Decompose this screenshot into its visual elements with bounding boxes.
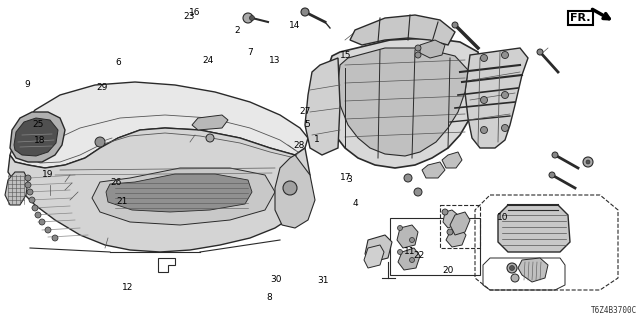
Text: 30: 30 [271,275,282,284]
Text: 5: 5 [305,120,310,129]
Circle shape [397,226,403,230]
Text: 20: 20 [442,266,454,275]
Polygon shape [305,58,340,155]
Text: FR.: FR. [570,13,591,23]
Circle shape [27,189,33,195]
Text: 11: 11 [404,247,415,256]
Circle shape [25,175,31,181]
Circle shape [511,274,519,282]
Text: 25: 25 [33,120,44,129]
Circle shape [502,52,509,59]
Circle shape [301,8,309,16]
Text: 10: 10 [497,213,508,222]
Text: T6Z4B3700C: T6Z4B3700C [591,306,637,315]
Circle shape [552,152,558,158]
Circle shape [35,212,41,218]
Text: 6: 6 [116,58,121,67]
Circle shape [397,250,403,254]
Polygon shape [325,38,482,168]
Circle shape [415,45,421,51]
Text: 28: 28 [293,141,305,150]
Circle shape [39,219,45,225]
Polygon shape [338,48,468,156]
Circle shape [481,97,488,103]
Text: 19: 19 [42,170,54,179]
Circle shape [442,209,448,215]
Text: 7: 7 [247,48,252,57]
Polygon shape [446,228,466,247]
Text: 15: 15 [340,52,351,60]
Circle shape [283,181,297,195]
Circle shape [206,134,214,142]
Circle shape [502,124,509,132]
Text: 29: 29 [97,84,108,92]
Polygon shape [498,205,570,252]
Circle shape [447,229,453,235]
Polygon shape [275,155,315,228]
Polygon shape [442,152,462,168]
Text: 17: 17 [340,173,351,182]
Circle shape [250,15,255,20]
Polygon shape [92,168,275,225]
Text: 14: 14 [289,21,300,30]
Circle shape [52,235,58,241]
Circle shape [509,266,515,270]
Polygon shape [8,128,310,252]
Circle shape [410,258,415,262]
Polygon shape [422,162,445,178]
Text: 16: 16 [189,8,201,17]
Circle shape [481,126,488,133]
Circle shape [414,188,422,196]
Circle shape [415,52,421,58]
Polygon shape [192,115,228,130]
Circle shape [537,49,543,55]
Polygon shape [450,212,470,235]
Circle shape [410,237,415,243]
Text: 8: 8 [266,293,271,302]
Text: 23: 23 [183,12,195,21]
Text: 4: 4 [353,199,358,208]
Polygon shape [364,245,384,268]
Text: 1: 1 [314,135,319,144]
Polygon shape [465,48,528,148]
Circle shape [95,137,105,147]
Circle shape [243,13,253,23]
Text: 22: 22 [413,252,425,260]
Text: 13: 13 [269,56,281,65]
Polygon shape [397,225,418,248]
Text: 21: 21 [116,197,127,206]
Polygon shape [10,112,65,162]
Circle shape [586,160,590,164]
Polygon shape [420,40,445,58]
Circle shape [452,22,458,28]
Polygon shape [398,248,420,270]
Circle shape [29,197,35,203]
Text: 18: 18 [34,136,45,145]
Polygon shape [5,172,28,205]
Text: 12: 12 [122,284,134,292]
Text: 3: 3 [346,175,351,184]
Polygon shape [365,235,392,262]
Text: 27: 27 [300,108,311,116]
Text: 26: 26 [111,178,122,187]
Polygon shape [443,210,458,228]
Text: 9: 9 [24,80,29,89]
Polygon shape [10,82,308,168]
Text: 24: 24 [202,56,214,65]
Circle shape [502,92,509,99]
Text: 2: 2 [234,26,239,35]
Polygon shape [518,258,548,282]
Polygon shape [350,15,455,45]
Circle shape [549,172,555,178]
Polygon shape [14,118,58,156]
Circle shape [507,263,517,273]
Circle shape [404,174,412,182]
Circle shape [583,157,593,167]
Circle shape [45,227,51,233]
Circle shape [481,54,488,61]
Circle shape [25,182,31,188]
Polygon shape [106,174,252,212]
Text: 31: 31 [317,276,329,285]
Circle shape [32,205,38,211]
